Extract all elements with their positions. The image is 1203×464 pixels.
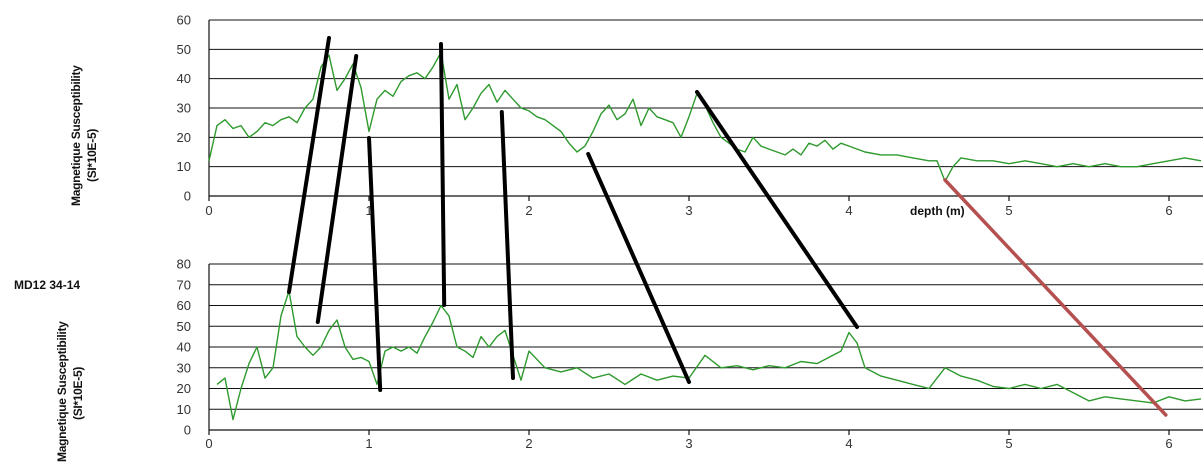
bottom-y-tick-label: 50 bbox=[177, 319, 191, 334]
top-x-tick-label: 2 bbox=[525, 203, 532, 218]
tie-line bbox=[499, 110, 515, 380]
top-y-tick-label: 10 bbox=[177, 159, 191, 174]
bottom-x-tick-label: 2 bbox=[525, 436, 532, 451]
tie-line bbox=[367, 136, 383, 392]
bottom-y-tick-label: 30 bbox=[177, 360, 191, 375]
bottom-x-tick-label: 3 bbox=[685, 436, 692, 451]
bottom-x-tick-label: 0 bbox=[205, 436, 212, 451]
bottom-gridlines bbox=[208, 263, 1203, 435]
bottom-y-axis-label-line2: (SI*10E-5) bbox=[71, 367, 85, 420]
tie-line bbox=[439, 42, 447, 307]
bottom-chart: 0 10 20 30 40 50 60 70 80 0 1 2 3 4 5 6 Magnetique Sus… bbox=[55, 257, 1203, 462]
bottom-y-tick-label: 60 bbox=[177, 298, 191, 313]
top-y-tick-label: 60 bbox=[177, 13, 191, 28]
top-x-tick-label: 3 bbox=[685, 203, 692, 218]
top-y-tick-labels: 0 10 20 30 40 50 60 bbox=[177, 13, 191, 204]
tie-line bbox=[315, 54, 359, 324]
top-x-tick-label: 0 bbox=[205, 203, 212, 218]
top-x-axis-label: depth (m) bbox=[910, 204, 965, 218]
top-chart: 0 10 20 30 40 50 60 0 1 2 3 4 5 6 depth (m) Magnetiq… bbox=[69, 13, 1203, 218]
top-x-tick-label: 4 bbox=[845, 203, 852, 218]
top-y-tick-label: 50 bbox=[177, 42, 191, 57]
top-x-tick-label: 5 bbox=[1005, 203, 1012, 218]
tie-line-red bbox=[943, 178, 1168, 417]
top-y-tick-label: 20 bbox=[177, 130, 191, 145]
top-y-tick-label: 0 bbox=[184, 189, 191, 204]
bottom-x-tick-label: 4 bbox=[845, 436, 852, 451]
bottom-y-tick-label: 40 bbox=[177, 340, 191, 355]
bottom-series-line bbox=[216, 290, 1202, 421]
bottom-x-tick-label: 1 bbox=[365, 436, 372, 451]
bottom-x-tick-labels: 0 1 2 3 4 5 6 bbox=[205, 436, 1172, 451]
bottom-y-tick-label: 70 bbox=[177, 277, 191, 292]
bottom-y-tick-label: 20 bbox=[177, 381, 191, 396]
bottom-y-tick-label: 10 bbox=[177, 402, 191, 417]
top-y-axis-label-line2: (SI*10E-5) bbox=[85, 129, 99, 182]
top-x-tick-label: 6 bbox=[1165, 203, 1172, 218]
bottom-x-tick-label: 5 bbox=[1005, 436, 1012, 451]
bottom-x-tick-label: 6 bbox=[1165, 436, 1172, 451]
tie-line bbox=[287, 36, 331, 294]
top-y-tick-label: 40 bbox=[177, 71, 191, 86]
bottom-y-tick-label: 0 bbox=[184, 423, 191, 438]
bottom-y-tick-label: 80 bbox=[177, 257, 191, 272]
top-gridlines bbox=[208, 19, 1203, 201]
tie-line bbox=[695, 90, 859, 329]
top-y-tick-label: 30 bbox=[177, 101, 191, 116]
tie-lines bbox=[287, 36, 1168, 417]
core-label: MD12 34-14 bbox=[14, 278, 80, 292]
top-x-tick-label: 1 bbox=[365, 203, 372, 218]
top-x-tick-labels: 0 1 2 3 4 5 6 bbox=[205, 203, 1172, 218]
tie-line bbox=[586, 152, 691, 384]
bottom-y-axis-label-line1: Magnetique Susceptibility bbox=[55, 321, 69, 462]
top-series-line bbox=[208, 51, 1202, 182]
bottom-y-tick-labels: 0 10 20 30 40 50 60 70 80 bbox=[177, 257, 191, 438]
top-y-axis-label-line1: Magnetique Susceptibility bbox=[69, 65, 83, 206]
